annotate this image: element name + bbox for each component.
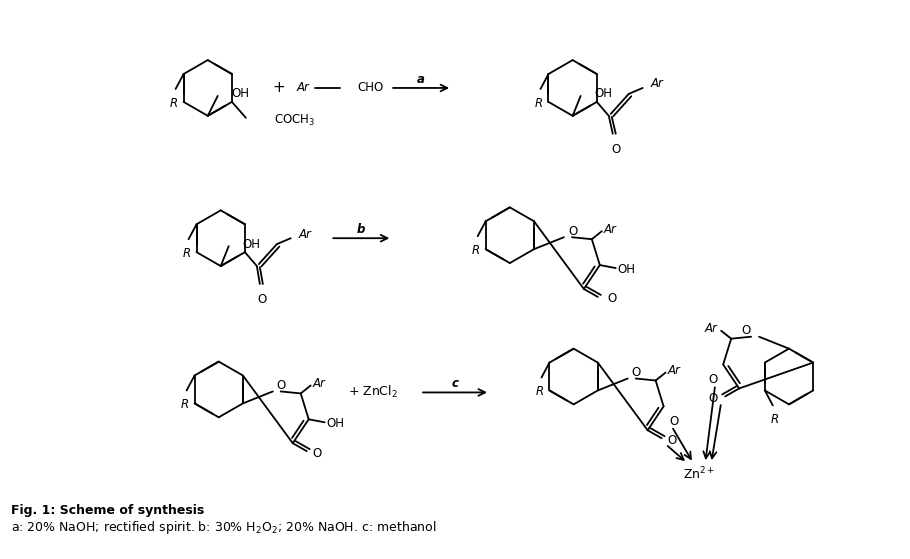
- Text: Ar: Ar: [298, 228, 311, 241]
- Text: CHO: CHO: [358, 82, 383, 94]
- Text: O: O: [568, 225, 577, 238]
- Text: OH: OH: [594, 87, 612, 101]
- Text: O: O: [668, 434, 677, 447]
- Text: Ar: Ar: [313, 377, 326, 390]
- Text: c: c: [451, 377, 459, 390]
- Text: O: O: [632, 366, 641, 379]
- Text: Ar: Ar: [297, 82, 310, 94]
- Text: R: R: [180, 399, 188, 411]
- Text: Ar: Ar: [604, 222, 617, 236]
- Text: Ar: Ar: [651, 78, 663, 91]
- Text: Zn$^{2+}$: Zn$^{2+}$: [683, 466, 715, 482]
- Text: R: R: [535, 386, 543, 399]
- Text: O: O: [708, 373, 717, 386]
- Text: O: O: [612, 143, 621, 156]
- Text: OH: OH: [327, 417, 345, 430]
- Text: O: O: [313, 447, 322, 459]
- Text: a: 20% NaOH; rectified spirit. b: 30% H$_2$O$_2$; 20% NaOH. c: methanol: a: 20% NaOH; rectified spirit. b: 30% H$…: [11, 519, 437, 536]
- Text: O: O: [608, 292, 617, 305]
- Text: R: R: [183, 247, 190, 260]
- Text: O: O: [742, 324, 751, 337]
- Text: a: a: [417, 73, 425, 86]
- Text: R: R: [169, 97, 177, 110]
- Text: COCH$_3$: COCH$_3$: [274, 113, 315, 129]
- Text: +: +: [272, 80, 285, 96]
- Text: OH: OH: [243, 238, 260, 250]
- Text: O: O: [670, 415, 679, 428]
- Text: O: O: [277, 379, 286, 392]
- Text: Ar: Ar: [668, 364, 681, 377]
- Text: R: R: [771, 413, 779, 427]
- Text: O: O: [708, 392, 717, 405]
- Text: OH: OH: [232, 87, 249, 101]
- Text: R: R: [534, 97, 542, 110]
- Text: O: O: [258, 293, 267, 306]
- Text: + ZnCl$_2$: + ZnCl$_2$: [349, 385, 399, 400]
- Text: OH: OH: [618, 263, 636, 276]
- Text: b: b: [357, 222, 366, 236]
- Text: Ar: Ar: [704, 322, 717, 335]
- Text: Fig. 1: Scheme of synthesis: Fig. 1: Scheme of synthesis: [11, 504, 205, 517]
- Text: R: R: [471, 244, 480, 257]
